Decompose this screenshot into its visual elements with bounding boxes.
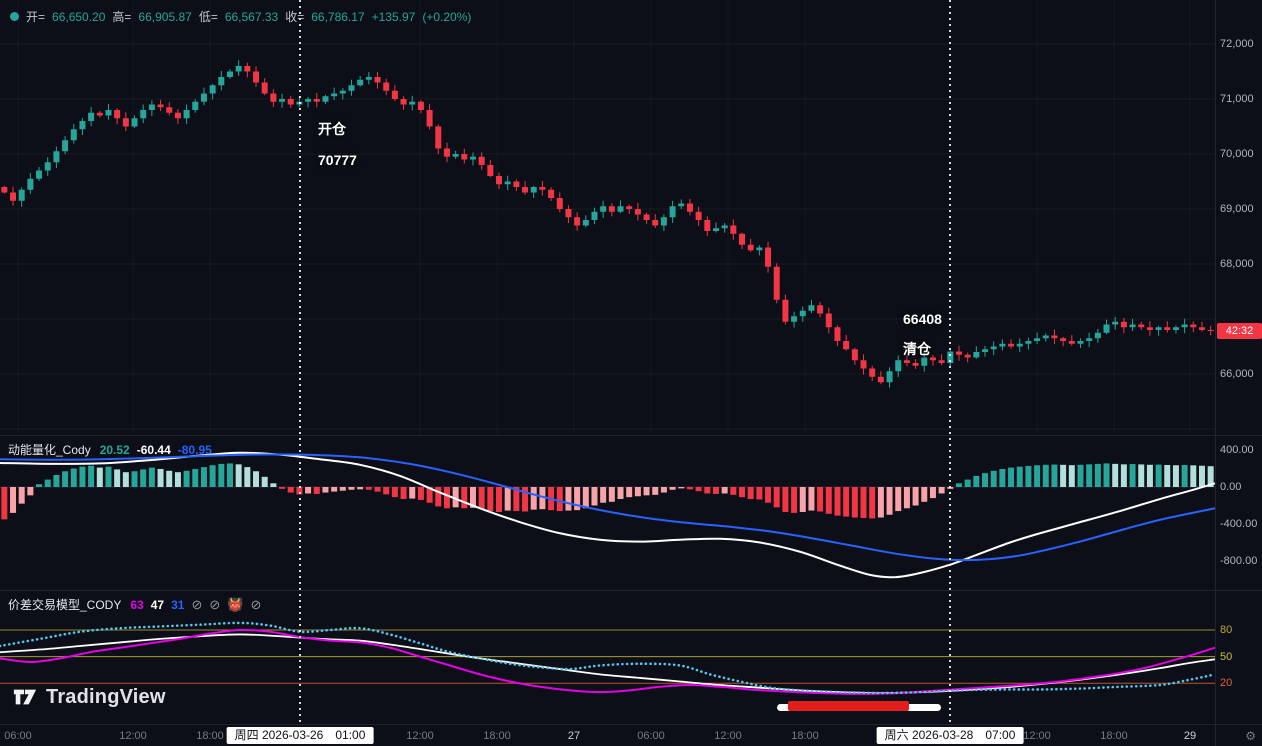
momentum-axis-label: 400.00 [1220,444,1254,456]
time-marker-label-close[interactable]: 周六 2026-03-28 07:00 [876,727,1024,744]
ohlc-high-label: 高= [112,10,132,24]
ohlc-close-value: 66,786.17 [311,9,365,24]
time-tick: 18:00 [483,730,511,742]
chart-area[interactable]: 开= 66,650.20 高= 66,905.87 低= 66,567.33 收= 66… [0,0,1215,724]
marker-vertical-line[interactable] [299,0,301,724]
spread-model-pane[interactable]: 价差交易模型_CODY 63 47 31 ⊘ ⊘ 👹 ⊘ [0,590,1215,724]
time-marker-label-open[interactable]: 周四 2026-03-26 01:00 [226,727,374,744]
momentum-value-slow: -80.95 [177,442,212,457]
momentum-histogram-chart[interactable] [0,435,1215,590]
spread-model-legend: 价差交易模型_CODY 63 47 31 ⊘ ⊘ 👹 ⊘ [8,596,261,613]
time-tick: 12:00 [714,730,742,742]
trade-annotation[interactable]: 开仓 [318,121,346,137]
price-pane[interactable]: 开= 66,650.20 高= 66,905.87 低= 66,567.33 收= 66… [0,0,1215,435]
no-signal-icon: ⊘ [191,596,203,612]
price-axis-label: 71,000 [1220,93,1254,105]
momentum-value-fast: -60.44 [136,442,171,457]
trade-annotation[interactable]: 清仓 [903,341,931,357]
time-tick: 12:00 [406,730,434,742]
trade-annotation[interactable]: 66408 [903,311,942,327]
change-value: +135.97 [371,9,416,24]
no-signal-icon: ⊘ [209,596,221,612]
momentum-fast-line [0,451,1215,579]
indicator-title-spread-model[interactable]: 价差交易模型_CODY [8,598,122,612]
axis-settings-corner[interactable]: ⚙ [1215,724,1262,746]
demon-mask-icon: 👹 [227,596,244,612]
candlestick-series [1,60,1214,388]
time-tick: 06:00 [637,730,665,742]
time-tick: 27 [567,730,581,742]
momentum-value-hist: 20.52 [99,442,130,457]
time-tick: 12:00 [1023,730,1051,742]
tradingview-logo-icon [13,689,37,705]
time-tick: 06:00 [4,730,32,742]
spread-value-white: 47 [150,597,165,612]
magenta-line [0,628,1215,695]
time-tick: 12:00 [119,730,147,742]
spread-value-blue: 31 [171,597,185,612]
indicator-title-momentum[interactable]: 动能量化_Cody [8,443,91,457]
momentum-legend: 动能量化_Cody 20.52 -60.44 -80.95 [8,441,212,458]
pane-separator[interactable] [0,590,1262,591]
time-tick: 18:00 [196,730,224,742]
ohlc-low-label: 低= [198,10,218,24]
price-axis[interactable]: 42:32 72,000 71,000 70,000 69,000 68,000 66,0… [1215,0,1262,724]
momentum-axis-label: 0.00 [1220,481,1242,493]
marker-vertical-line[interactable] [949,0,951,724]
time-tick: 18:00 [791,730,819,742]
tradingview-logo[interactable]: TradingView [12,684,166,710]
ohlc-low-value: 66,567.33 [224,9,279,24]
no-signal-icon: ⊘ [250,596,262,612]
signal-strip-fill [788,701,909,711]
pane-separator[interactable] [0,435,1262,436]
price-axis-label: 66,000 [1220,368,1254,380]
countdown-price-label[interactable]: 42:32 [1217,322,1262,339]
level-axis-label: 20 [1220,677,1233,690]
marker-time: 07:00 [985,728,1016,742]
price-axis-label: 69,000 [1220,203,1254,215]
time-tick: 18:00 [1100,730,1128,742]
momentum-axis-label: -400.00 [1220,518,1258,530]
marker-date: 周六 2026-03-28 [884,728,974,742]
series-status-dot [10,12,19,21]
level-axis-label: 80 [1220,624,1233,636]
change-percent: (+0.20%) [422,9,472,24]
spread-model-chart[interactable] [0,590,1215,724]
ohlc-high-value: 66,905.87 [138,9,192,24]
price-axis-label: 72,000 [1220,38,1254,50]
cyan-dotted-line [0,621,1215,695]
tradingview-logo-text: TradingView [46,685,166,708]
marker-time: 01:00 [335,728,366,742]
momentum-indicator-pane[interactable]: 动能量化_Cody 20.52 -60.44 -80.95 [0,435,1215,590]
time-tick: 29 [1183,730,1197,742]
trade-annotation[interactable]: 70777 [318,152,357,168]
gear-icon[interactable]: ⚙ [1245,728,1256,743]
spread-value-magenta: 63 [130,597,144,612]
price-axis-label: 70,000 [1220,148,1254,160]
marker-date: 周四 2026-03-26 [234,728,324,742]
ohlc-open-label: 开= [26,10,46,24]
ohlc-legend: 开= 66,650.20 高= 66,905.87 低= 66,567.33 收= 66… [10,8,471,25]
momentum-slow-line [0,453,1215,562]
ohlc-open-value: 66,650.20 [52,9,106,24]
ohlc-close-label: 收= [285,10,305,24]
candlestick-chart[interactable] [0,0,1215,435]
level-axis-label: 50 [1220,650,1233,663]
momentum-axis-label: -800.00 [1220,555,1258,567]
price-axis-label: 68,000 [1220,258,1254,270]
time-axis[interactable]: 周四 2026-03-26 01:00 周六 2026-03-28 07:00 … [0,724,1215,746]
